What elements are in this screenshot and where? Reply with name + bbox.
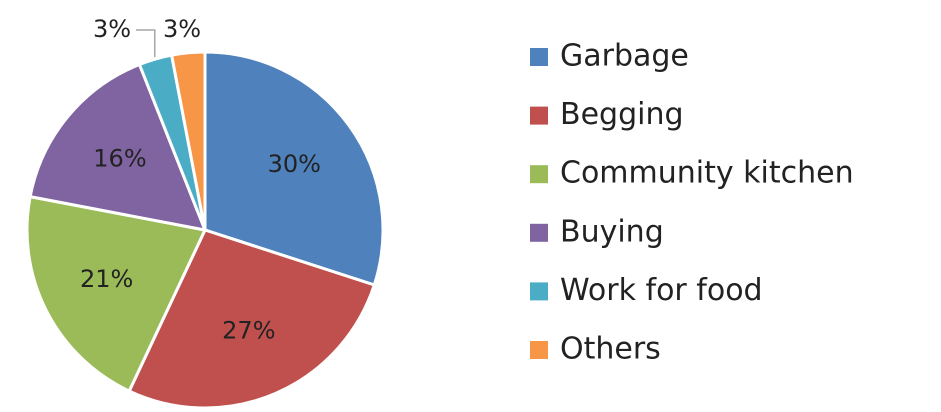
data-label: 27% <box>222 316 275 344</box>
pie-slice <box>169 50 207 231</box>
legend-label: Others <box>560 332 661 367</box>
legend-swatch <box>530 341 548 359</box>
legend-label: Garbage <box>560 39 689 74</box>
legend-swatch <box>530 223 548 242</box>
pie-slice <box>25 194 208 394</box>
pie-slice <box>28 62 208 232</box>
legend-label: Work for food <box>560 273 763 308</box>
pie-slice <box>127 228 377 410</box>
legend-label: Community kitchen <box>560 156 854 191</box>
data-label: 3% <box>93 15 131 43</box>
data-label: 21% <box>80 265 133 293</box>
pie-slice <box>203 50 385 287</box>
leader-line <box>136 29 156 58</box>
legend-label: Begging <box>560 97 684 132</box>
data-label: 30% <box>268 150 321 178</box>
data-label: 3% <box>163 15 201 43</box>
data-label: 16% <box>93 145 146 173</box>
legend-swatch <box>530 165 548 184</box>
legend-label: Buying <box>560 214 664 249</box>
legend-swatch <box>530 106 548 125</box>
legend-swatch <box>530 48 548 66</box>
legend-swatch <box>530 282 548 301</box>
